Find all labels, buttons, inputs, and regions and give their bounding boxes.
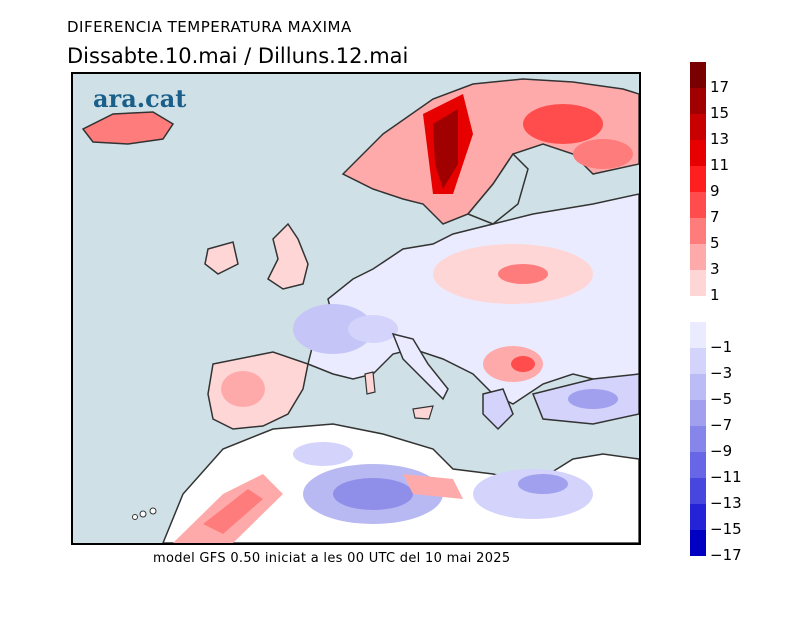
baltic-sea xyxy=(466,152,529,225)
legend-swatch xyxy=(690,140,706,166)
canary-island xyxy=(139,510,147,518)
temperature-map: ara.cat xyxy=(71,72,641,545)
legend-label: −11 xyxy=(710,468,742,486)
land-sardinia xyxy=(364,371,376,395)
legend-swatch xyxy=(690,426,706,452)
map-canvas xyxy=(81,78,639,543)
legend-label: 11 xyxy=(710,156,730,174)
legend-swatch xyxy=(690,322,706,348)
legend-label: −15 xyxy=(710,520,742,538)
land-great-britain xyxy=(267,222,309,290)
legend-label: −17 xyxy=(710,546,742,564)
chart-title: DIFERENCIA TEMPERATURA MAXIMA xyxy=(67,18,352,36)
legend-swatch xyxy=(690,452,706,478)
legend-swatch xyxy=(690,114,706,140)
legend-label: 1 xyxy=(710,286,720,304)
ara-cat-logo: ara.cat xyxy=(93,84,187,113)
legend-swatch xyxy=(690,348,706,374)
legend-label: 9 xyxy=(710,182,720,200)
legend-label: −13 xyxy=(710,494,742,512)
legend-label: 5 xyxy=(710,234,720,252)
land-greece xyxy=(482,388,514,431)
legend-swatch xyxy=(690,218,706,244)
legend-label: −3 xyxy=(710,364,733,382)
land-italy xyxy=(391,332,449,401)
legend-label: −5 xyxy=(710,390,733,408)
legend-swatch xyxy=(690,374,706,400)
legend-label: 3 xyxy=(710,260,720,278)
model-caption: model GFS 0.50 iniciat a les 00 UTC del … xyxy=(153,551,511,566)
legend-swatch xyxy=(690,166,706,192)
legend-swatch xyxy=(690,530,706,556)
legend-swatch xyxy=(690,62,706,88)
legend-swatch xyxy=(690,88,706,114)
land-sicily xyxy=(412,405,434,420)
legend-swatch xyxy=(690,244,706,270)
legend-label: 15 xyxy=(710,104,730,122)
legend-swatch xyxy=(690,400,706,426)
legend-swatch xyxy=(690,192,706,218)
land-ireland xyxy=(204,241,239,275)
legend-swatch xyxy=(690,296,706,322)
legend-swatch xyxy=(690,478,706,504)
date-range-subtitle: Dissabte.10.mai / Dilluns.12.mai xyxy=(67,44,409,68)
legend-label: 7 xyxy=(710,208,720,226)
legend-label: 13 xyxy=(710,130,730,148)
legend-swatch xyxy=(690,270,706,296)
color-legend: 17 15 13 11 9 7 5 3 1 −1 −3 −5 −7 −9 −11 −13 −15 −17 xyxy=(690,62,742,564)
legend-swatch xyxy=(690,504,706,530)
legend-label: −1 xyxy=(710,338,733,356)
land-iceland xyxy=(81,111,175,145)
legend-label: 17 xyxy=(710,78,730,96)
cold-anomaly-alps xyxy=(293,304,373,354)
legend-label: −7 xyxy=(710,416,733,434)
legend-label: −9 xyxy=(710,442,733,460)
